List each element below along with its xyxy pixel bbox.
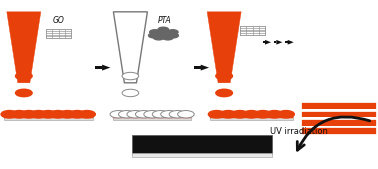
Bar — [95, 66, 102, 69]
Circle shape — [122, 72, 139, 80]
Polygon shape — [113, 12, 147, 83]
Bar — [132, 153, 272, 157]
Circle shape — [50, 111, 66, 118]
Text: UV irradiation: UV irradiation — [270, 127, 328, 136]
Circle shape — [231, 111, 248, 118]
Text: PTA: PTA — [158, 16, 171, 25]
Circle shape — [20, 111, 37, 118]
Circle shape — [152, 111, 169, 118]
Circle shape — [153, 35, 164, 40]
Bar — [302, 126, 376, 127]
Circle shape — [149, 33, 159, 38]
Polygon shape — [102, 65, 110, 71]
Bar — [302, 112, 376, 117]
Bar — [132, 135, 272, 154]
Circle shape — [158, 31, 169, 36]
Bar — [263, 41, 265, 43]
Polygon shape — [201, 65, 209, 71]
Bar — [302, 120, 376, 126]
Circle shape — [119, 111, 135, 118]
Circle shape — [266, 111, 283, 118]
Circle shape — [220, 111, 237, 118]
Circle shape — [144, 111, 160, 118]
Circle shape — [168, 33, 178, 38]
Polygon shape — [7, 12, 41, 83]
Bar — [285, 41, 288, 43]
Bar — [240, 26, 265, 35]
Bar — [302, 128, 376, 134]
Circle shape — [163, 35, 173, 40]
Text: GO: GO — [53, 16, 65, 25]
Circle shape — [243, 111, 260, 118]
Circle shape — [110, 111, 127, 118]
Bar — [4, 116, 93, 118]
Bar — [302, 103, 376, 109]
Bar — [113, 116, 191, 118]
Circle shape — [169, 111, 186, 118]
Bar — [4, 116, 93, 120]
Polygon shape — [276, 40, 282, 45]
Bar — [274, 41, 276, 43]
Polygon shape — [288, 40, 294, 45]
Circle shape — [208, 111, 225, 118]
Circle shape — [178, 111, 194, 118]
Circle shape — [15, 89, 32, 97]
Circle shape — [69, 111, 86, 118]
Circle shape — [216, 72, 232, 80]
Circle shape — [40, 111, 57, 118]
Circle shape — [278, 111, 294, 118]
Polygon shape — [265, 40, 271, 45]
Circle shape — [127, 111, 144, 118]
Circle shape — [30, 111, 47, 118]
Circle shape — [1, 111, 18, 118]
Circle shape — [79, 111, 95, 118]
Circle shape — [167, 30, 178, 34]
Circle shape — [150, 30, 160, 34]
Bar — [210, 116, 293, 120]
Bar — [210, 116, 293, 118]
Bar — [194, 66, 201, 69]
Bar — [302, 109, 376, 110]
Bar — [46, 29, 71, 38]
Polygon shape — [207, 12, 241, 83]
Circle shape — [216, 89, 232, 97]
Circle shape — [122, 89, 139, 97]
FancyArrowPatch shape — [297, 117, 370, 150]
Circle shape — [135, 111, 152, 118]
Bar — [113, 116, 191, 120]
Circle shape — [59, 111, 76, 118]
Circle shape — [15, 72, 32, 80]
Circle shape — [158, 27, 169, 32]
Circle shape — [161, 111, 177, 118]
Circle shape — [11, 111, 27, 118]
Bar — [302, 117, 376, 119]
Circle shape — [255, 111, 271, 118]
